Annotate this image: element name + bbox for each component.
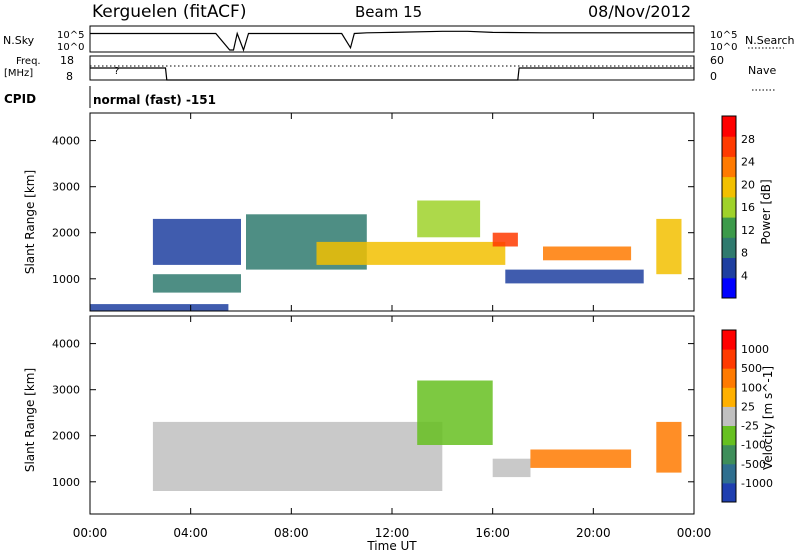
colorbar-swatch — [722, 425, 736, 446]
colorbar-tick-label: 24 — [741, 156, 755, 169]
colorbar-swatch — [722, 482, 736, 503]
colorbar-tick-label: 4 — [741, 269, 748, 282]
colorbar-tick-label: 28 — [741, 133, 755, 146]
velocity-y-ticks: 4000 3000 2000 1000 — [52, 338, 694, 489]
heatmap-band — [656, 218, 682, 275]
colorbar-tick-label: 12 — [741, 224, 755, 237]
freq-right-label: Nave — [748, 64, 776, 77]
colorbar-swatch — [722, 444, 736, 465]
station-title: Kerguelen (fitACF) — [92, 2, 246, 22]
colorbar-swatch — [722, 257, 736, 279]
noise-panel-frame — [89, 25, 695, 53]
x-tick-label: 00:00 — [73, 526, 108, 540]
noise-left-tick-top: 10^5 — [57, 30, 84, 41]
heatmap-band — [656, 421, 682, 473]
y-tick-label: 3000 — [52, 181, 80, 194]
x-tick-label: 08:00 — [274, 526, 309, 540]
colorbar-swatch — [722, 368, 736, 388]
freq-right-tick-top: 60 — [710, 54, 724, 67]
heatmap-band — [492, 458, 531, 478]
colorbar-tick-label: 100 — [741, 381, 762, 394]
y-tick-label: 4000 — [52, 135, 80, 148]
colorbar-swatch — [722, 116, 736, 137]
freq-left-label-2: [MHz] — [4, 68, 33, 79]
colorbar-swatch — [722, 136, 736, 157]
freq-left-label-1: Freq. — [16, 56, 41, 67]
colorbar-swatch — [722, 176, 736, 198]
velocity-colorbar-label: Velocity [m s^-1] — [761, 366, 775, 470]
x-tick-label: 20:00 — [576, 526, 611, 540]
colorbar-swatch — [722, 387, 736, 407]
colorbar-tick-label: 20 — [741, 178, 755, 191]
colorbar-tick-label: 8 — [741, 247, 748, 260]
colorbar-swatch — [722, 349, 736, 369]
freq-marker: ? — [114, 66, 119, 77]
heatmap-band — [417, 380, 493, 445]
noise-right-label: N.Search — [745, 34, 795, 47]
date-title: 08/Nov/2012 — [588, 2, 691, 21]
x-axis-label: Time UT — [366, 539, 417, 553]
heatmap-band — [152, 421, 443, 491]
noise-series-line — [90, 30, 694, 52]
heatmap-band — [417, 200, 481, 238]
colorbar-swatch — [722, 330, 736, 350]
colorbar-swatch — [722, 406, 736, 426]
colorbar-swatch — [722, 156, 736, 178]
x-tick-label: 16:00 — [475, 526, 510, 540]
power-heatmap — [90, 200, 682, 311]
noise-right-tick-top: 10^5 — [710, 30, 737, 41]
noise-left-tick-bottom: 10^0 — [57, 42, 84, 53]
colorbar-swatch — [722, 237, 736, 258]
power-ylabel: Slant Range [km] — [23, 170, 37, 274]
colorbar-tick-label: -1000 — [741, 477, 773, 490]
x-tick-label: 12:00 — [375, 526, 410, 540]
colorbar-tick-label: 500 — [741, 362, 762, 375]
y-tick-label: 2000 — [52, 430, 80, 443]
heatmap-band — [316, 241, 506, 265]
colorbar-swatch — [722, 196, 736, 218]
noise-right-tick-bottom: 10^0 — [710, 42, 737, 53]
velocity-colorbar: 1000 500 100 25 -25 -100 -500 -1000 — [721, 329, 773, 503]
power-y-ticks: 4000 3000 2000 1000 — [52, 135, 694, 286]
x-tick-label: 04:00 — [173, 526, 208, 540]
beam-title: Beam 15 — [355, 3, 422, 21]
power-colorbar-label: Power [dB] — [759, 179, 773, 244]
y-tick-label: 3000 — [52, 384, 80, 397]
velocity-heatmap — [152, 380, 682, 491]
colorbar-swatch — [722, 463, 736, 484]
cpid-label: CPID — [4, 92, 36, 106]
freq-left-tick-top: 18 — [60, 54, 74, 67]
colorbar-tick-label: -100 — [741, 439, 766, 452]
colorbar-tick-label: 1000 — [741, 343, 769, 356]
heatmap-band — [152, 218, 241, 265]
y-tick-label: 2000 — [52, 227, 80, 240]
cpid-value: normal (fast) -151 — [93, 93, 216, 107]
heatmap-band — [90, 304, 229, 311]
colorbar-frame — [721, 115, 737, 299]
y-tick-label: 1000 — [52, 273, 80, 286]
colorbar-frame — [721, 329, 737, 503]
x-tick-label: 00:00 — [677, 526, 712, 540]
heatmap-band — [505, 269, 644, 284]
heatmap-band — [492, 232, 518, 247]
heatmap-band — [152, 274, 241, 293]
freq-left-tick-bottom: 8 — [66, 70, 73, 83]
colorbar-tick-label: 16 — [741, 201, 755, 214]
velocity-ylabel: Slant Range [km] — [23, 368, 37, 472]
colorbar-swatch — [722, 217, 736, 238]
colorbar-tick-label: 25 — [741, 400, 755, 413]
frequency-series-line — [90, 67, 694, 81]
time-x-ticks: 00:00 04:00 08:00 12:00 16:00 20:00 00:00 — [73, 113, 712, 540]
colorbar-tick-label: -25 — [741, 420, 759, 433]
heatmap-band — [530, 449, 632, 468]
colorbar-swatch — [722, 277, 736, 299]
freq-right-tick-bottom: 0 — [710, 70, 717, 83]
power-colorbar: 28 24 20 16 12 8 4 — [721, 115, 755, 299]
y-tick-label: 1000 — [52, 476, 80, 489]
noise-left-label: N.Sky — [3, 34, 35, 47]
colorbar-tick-label: -500 — [741, 458, 766, 471]
y-tick-label: 4000 — [52, 338, 80, 351]
heatmap-band — [543, 246, 632, 261]
